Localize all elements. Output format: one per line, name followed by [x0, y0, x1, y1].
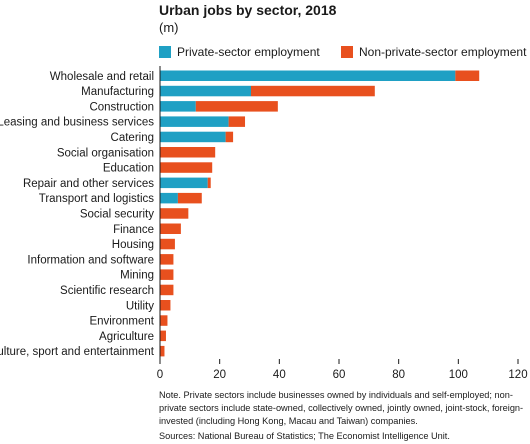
bar-private: [160, 116, 229, 127]
category-label: Finance: [113, 224, 154, 236]
bar-nonprivate: [160, 208, 189, 219]
category-label: Agriculture: [99, 331, 154, 343]
category-label: Information and software: [27, 254, 154, 266]
bar-private: [160, 85, 251, 97]
category-label: Transport and logistics: [39, 193, 155, 205]
bar-nonprivate: [160, 315, 168, 326]
category-label: Mining: [120, 270, 154, 282]
category-label: Culture, sport and entertainment: [0, 346, 155, 358]
x-tick-label: 80: [392, 369, 405, 381]
x-tick-label: 60: [333, 369, 346, 381]
category-label: Catering: [111, 132, 154, 144]
legend-swatch-nonprivate: [341, 46, 353, 58]
category-label: Scientific research: [60, 285, 154, 297]
bar-nonprivate: [160, 300, 171, 311]
category-label: Housing: [112, 239, 154, 251]
x-tick-label: 40: [273, 369, 286, 381]
bar-nonprivate: [160, 162, 213, 173]
bar-nonprivate: [160, 345, 165, 357]
bar-private: [160, 131, 226, 143]
category-label: Social security: [80, 208, 154, 220]
x-tick-label: 120: [508, 369, 527, 381]
bar-chart: Wholesale and retail Manufacturing Constru…: [0, 66, 528, 381]
bar-nonprivate: [195, 101, 278, 112]
category-label: Education: [103, 163, 154, 175]
category-label: Social organisation: [57, 147, 154, 159]
legend-item-private: Private-sector employment: [159, 45, 320, 59]
x-tick-label: 100: [449, 369, 468, 381]
chart-note: Note. Private sectors include businesses…: [159, 390, 524, 426]
legend-item-nonprivate: Non-private-sector employment: [341, 45, 526, 59]
bar-nonprivate: [160, 254, 174, 265]
category-label: Utility: [126, 300, 154, 312]
bar-nonprivate: [160, 284, 174, 296]
category-label: Environment: [89, 316, 154, 328]
chart-subtitle: (m): [159, 20, 179, 35]
bar-nonprivate: [455, 70, 480, 81]
bar-nonprivate: [228, 116, 246, 127]
bar-nonprivate: [177, 192, 202, 204]
legend-swatch-private: [159, 46, 171, 58]
bar-private: [160, 70, 456, 81]
bar-private: [160, 177, 208, 189]
bar-private: [160, 192, 178, 204]
bar-nonprivate: [250, 85, 375, 97]
bar-nonprivate: [160, 330, 166, 342]
category-label: Repair and other services: [23, 178, 154, 190]
category-label: Wholesale and retail: [50, 71, 154, 83]
legend-label-nonprivate: Non-private-sector employment: [359, 45, 527, 59]
chart-title: Urban jobs by sector, 2018: [159, 2, 337, 18]
chart-source: Sources: National Bureau of Statistics; …: [159, 431, 450, 441]
bar-nonprivate: [160, 147, 216, 158]
x-tick-label: 0: [157, 369, 163, 381]
bar-nonprivate: [207, 177, 211, 189]
bar-nonprivate: [160, 238, 175, 250]
category-label: Manufacturing: [81, 86, 154, 98]
category-label: Construction: [89, 101, 154, 113]
category-label: Leasing and business services: [0, 117, 154, 129]
x-tick-label: 20: [213, 369, 226, 381]
bar-nonprivate: [160, 223, 181, 234]
bar-nonprivate: [160, 269, 174, 280]
bar-private: [160, 101, 196, 112]
legend-label-private: Private-sector employment: [177, 45, 320, 59]
bar-nonprivate: [225, 131, 234, 143]
